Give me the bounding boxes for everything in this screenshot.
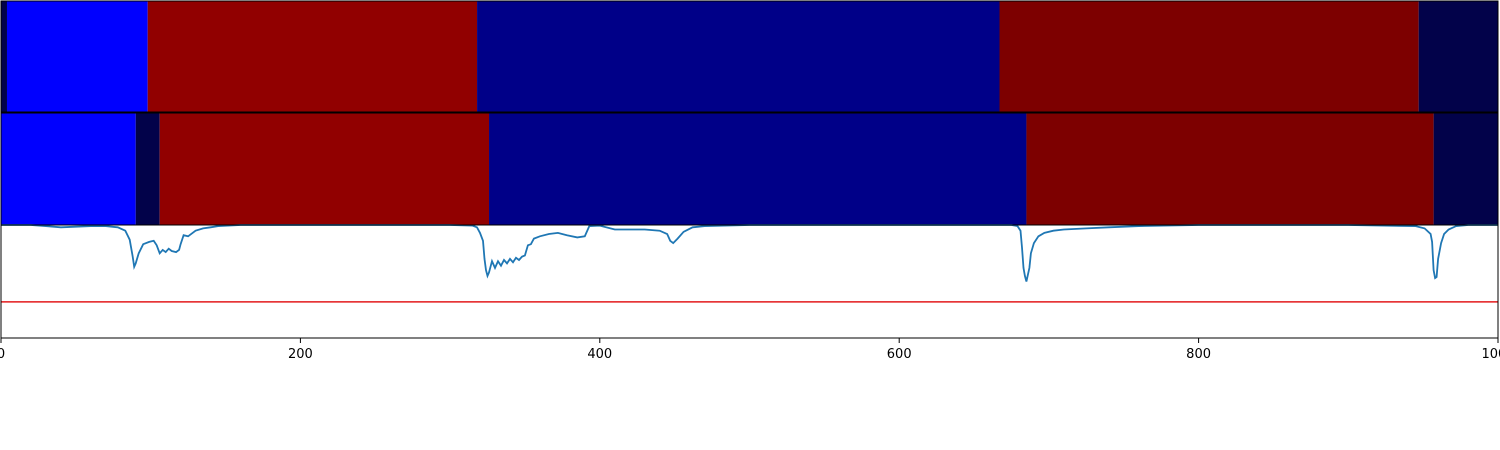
heatmap-1-segment-4 xyxy=(477,1,1000,112)
x-tick-label-5: 1000 xyxy=(1481,347,1500,362)
line-plot xyxy=(1,224,1498,338)
heatmap-1-segment-3 xyxy=(147,1,478,112)
heatmap-1-segment-6 xyxy=(1418,1,1498,112)
heatmap-1-frame xyxy=(0,0,1499,113)
heatmap-1-segment-1 xyxy=(1,1,7,112)
heatmap-2-segment-4 xyxy=(489,113,1027,225)
plot-background xyxy=(1,225,1498,338)
line-plot-frame xyxy=(0,224,1499,339)
heatmap-strip-2 xyxy=(1,113,1498,225)
x-tick-label-0: 0 xyxy=(0,347,5,362)
heatmap-2-segment-6 xyxy=(1433,113,1498,225)
heatmap-2-segment-2 xyxy=(135,113,160,225)
x-tick-label-4: 800 xyxy=(1186,347,1211,362)
heatmap-2-segment-5 xyxy=(1026,113,1434,225)
heatmap-1-segment-2 xyxy=(6,1,148,112)
x-tick-label-2: 400 xyxy=(587,347,612,362)
heatmap-1-segment-5 xyxy=(999,1,1419,112)
heatmap-strip-1 xyxy=(1,1,1498,112)
heatmap-2-segment-1 xyxy=(1,113,136,225)
x-tick-label-3: 600 xyxy=(887,347,912,362)
heatmap-2-segment-3 xyxy=(159,113,490,225)
x-axis: 0 200 400 600 800 1000 xyxy=(0,338,1500,362)
score-series-line xyxy=(1,224,1498,282)
x-tick-label-1: 200 xyxy=(288,347,313,362)
